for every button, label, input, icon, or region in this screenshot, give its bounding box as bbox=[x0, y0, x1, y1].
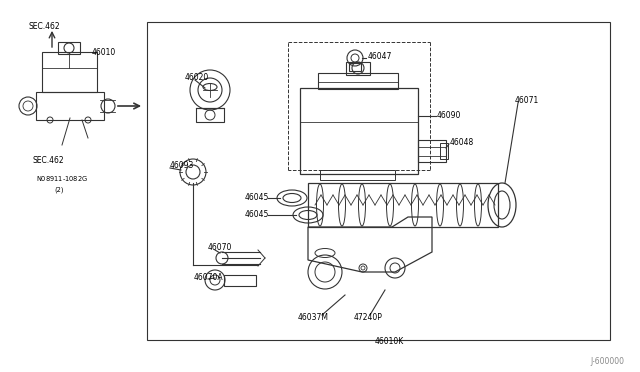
Bar bbox=[300, 88, 418, 174]
Text: 46093: 46093 bbox=[170, 160, 195, 170]
Text: 46045: 46045 bbox=[245, 209, 269, 218]
Bar bbox=[308, 183, 498, 227]
Text: 47240P: 47240P bbox=[354, 314, 383, 323]
Text: 46047: 46047 bbox=[368, 51, 392, 61]
Bar bbox=[36, 92, 104, 120]
Bar bbox=[346, 62, 370, 75]
Bar bbox=[418, 140, 446, 162]
Text: 46048: 46048 bbox=[450, 138, 474, 147]
Bar bbox=[58, 42, 80, 54]
Text: 46010: 46010 bbox=[92, 48, 116, 57]
Text: 46037M: 46037M bbox=[298, 314, 329, 323]
Text: 46045: 46045 bbox=[245, 192, 269, 202]
Text: 46070A: 46070A bbox=[194, 273, 223, 282]
Bar bbox=[196, 108, 224, 122]
Text: SEC.462: SEC.462 bbox=[32, 155, 63, 164]
Text: (2): (2) bbox=[54, 187, 63, 193]
Bar bbox=[318, 73, 398, 89]
Text: SEC.462: SEC.462 bbox=[28, 22, 60, 31]
Text: 46090: 46090 bbox=[437, 110, 461, 119]
Bar bbox=[440, 143, 448, 159]
Text: J-600000: J-600000 bbox=[590, 357, 624, 366]
Bar bbox=[224, 275, 256, 286]
Text: 46020: 46020 bbox=[185, 73, 209, 81]
Text: 46070: 46070 bbox=[208, 243, 232, 251]
Bar bbox=[320, 170, 395, 180]
Bar bbox=[147, 22, 610, 340]
Text: 46071: 46071 bbox=[515, 96, 540, 105]
Bar bbox=[349, 63, 361, 71]
Text: $\mathregular{N}$08911-1082G: $\mathregular{N}$08911-1082G bbox=[36, 173, 88, 183]
Bar bbox=[42, 52, 97, 92]
Text: 46010K: 46010K bbox=[375, 337, 404, 346]
